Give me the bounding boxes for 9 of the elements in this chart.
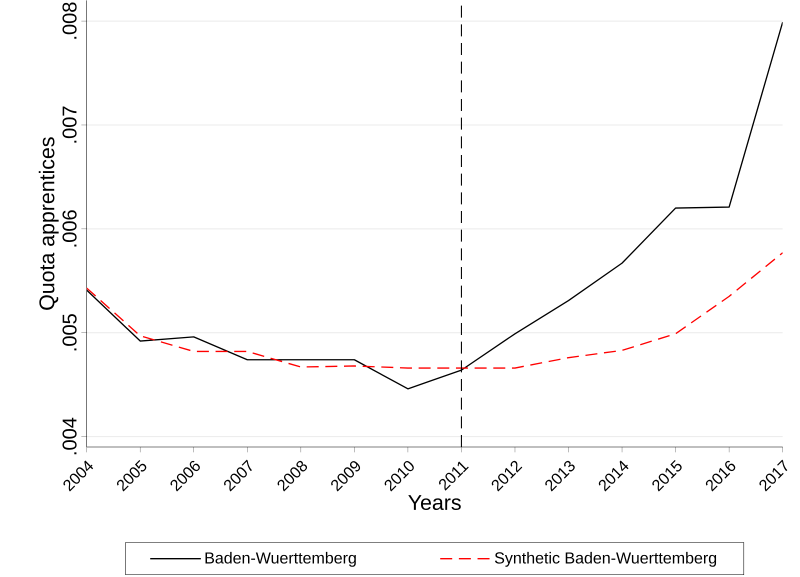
y-tick-label: .004 <box>62 418 77 454</box>
legend-label: Baden-Wuerttemberg <box>206 552 356 567</box>
y-tick-label: .007 <box>62 106 77 143</box>
y-axis-title: Quota apprentices <box>38 137 59 310</box>
y-tick-label: .005 <box>62 314 77 350</box>
y-tick-label: .006 <box>62 210 77 246</box>
x-axis-title: Years <box>408 495 461 510</box>
y-tick-label: .008 <box>62 2 77 39</box>
legend-label: Synthetic Baden-Wuerttemberg <box>494 552 716 567</box>
